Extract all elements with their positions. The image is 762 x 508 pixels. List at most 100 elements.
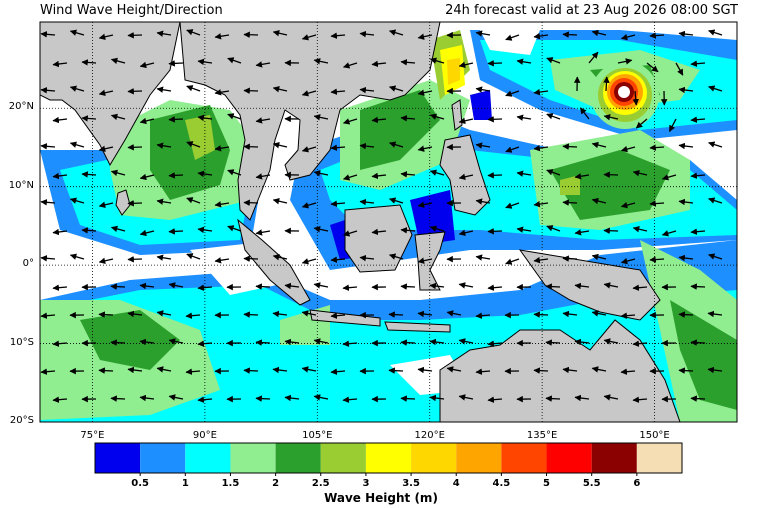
wave-direction-arrow [197,58,213,66]
colorbar-tick-label: 2.5 [311,478,330,489]
wave-direction-arrow [603,76,610,92]
wave-direction-arrow [243,87,259,94]
wave-direction-arrow [186,253,201,260]
wave-direction-arrow [591,253,607,261]
wave-direction-arrow [708,141,723,148]
lon-tick-label: 150°E [639,430,670,441]
wave-direction-arrow [330,144,346,151]
wave-direction-arrow [708,197,723,204]
wave-direction-arrow [330,88,346,95]
wave-direction-arrow [284,282,300,290]
wave-direction-arrow [475,368,491,375]
wave-direction-arrow [168,338,184,345]
wave-direction-arrow [197,396,213,403]
wave-direction-arrow [516,226,532,233]
land-masses [40,22,681,422]
map-title: Wind Wave Height/Direction [40,3,223,18]
wave-direction-arrow [342,118,358,125]
wave-direction-arrow [371,172,387,180]
wave-direction-arrow [546,169,561,176]
wave-direction-arrow [417,33,433,40]
wave-direction-arrow [429,225,445,232]
wave-direction-arrow [588,51,599,64]
wave-direction-arrow [646,62,659,73]
wave-direction-arrow [214,201,230,208]
wave-direction-arrow [255,395,271,402]
wave-direction-arrow [301,34,317,41]
wave-direction-arrow [429,113,445,120]
wave-direction-arrow [98,311,114,318]
lat-tick-label: 20°S [9,415,34,426]
wave-direction-arrow [313,170,329,177]
wave-direction-arrow [127,366,143,374]
wave-direction-arrow [429,57,445,64]
colorbar-tick-label: 1 [181,478,189,489]
wave-direction-arrow [458,338,474,345]
wave-direction-arrow [591,366,607,373]
wave-direction-arrow [620,33,636,41]
wave-direction-arrow [330,368,346,375]
wave-direction-arrow [40,31,56,38]
wave-direction-arrow [690,116,706,123]
wave-direction-arrow [505,146,520,153]
wave-direction-arrow [603,282,619,289]
wave-direction-arrow [342,396,358,403]
wave-direction-arrow [243,311,259,318]
wave-direction-arrow [139,394,155,402]
wave-direction-arrow [562,199,578,206]
wave-direction-arrow [574,229,590,236]
wave-direction-arrow [562,310,578,318]
wave-direction-arrow [98,33,114,40]
wave-direction-arrow [301,146,317,153]
wave-direction-arrow [678,142,694,150]
wave-direction-arrow [620,257,636,265]
wave-direction-arrow [69,29,85,36]
wave-direction-arrow [603,338,619,345]
wave-direction-arrow [649,144,665,151]
wave-direction-arrow [475,198,491,205]
wave-direction-arrow [255,339,271,346]
colorbar-tick-label: 6 [633,478,641,489]
wave-direction-arrow [475,254,491,261]
wave-direction-arrow [313,114,329,121]
wave-direction-arrow [255,173,271,180]
wave-direction-arrow [533,200,549,208]
wave-direction-arrow [330,256,346,263]
wave-direction-arrow [545,283,561,290]
wave-direction-arrow [417,201,433,208]
wave-direction-arrow [52,228,68,236]
wave-direction-arrow [487,116,503,123]
wave-direction-arrow [272,366,288,374]
wave-direction-arrow [359,198,375,206]
wave-direction-arrow [52,60,68,68]
wave-direction-arrow [505,258,520,265]
wave-direction-arrow [69,253,85,260]
wave-direction-arrow [678,30,694,38]
lon-tick-label: 75°E [80,430,105,441]
wave-direction-arrow [400,115,416,122]
wave-direction-arrow [359,254,375,262]
wave-direction-arrow [429,394,445,402]
wave-direction-arrow [313,282,329,289]
wave-direction-arrow [429,338,445,346]
wave-direction-arrow [487,228,503,235]
wave-direction-arrow [110,169,126,177]
wave-direction-arrow [675,62,684,76]
wave-direction-arrow [533,32,549,40]
wave-direction-arrow [197,284,213,291]
wave-direction-arrow [533,88,549,96]
wave-direction-arrow [168,394,184,401]
wave-direction-arrow [603,171,619,178]
wave-direction-arrow [40,312,56,319]
wave-direction-arrow [516,114,532,121]
wave-direction-arrow [475,142,491,149]
wave-direction-arrow [69,197,85,204]
colorbar-tick-label: 4.5 [492,478,511,489]
wave-direction-arrow [603,114,619,121]
colorbar-segment [411,443,457,473]
map-frame [39,21,738,423]
wave-direction-arrow [272,310,288,318]
wave-direction-arrow [139,229,155,237]
wave-direction-arrow [591,197,607,205]
wave-direction-arrow [632,226,648,233]
